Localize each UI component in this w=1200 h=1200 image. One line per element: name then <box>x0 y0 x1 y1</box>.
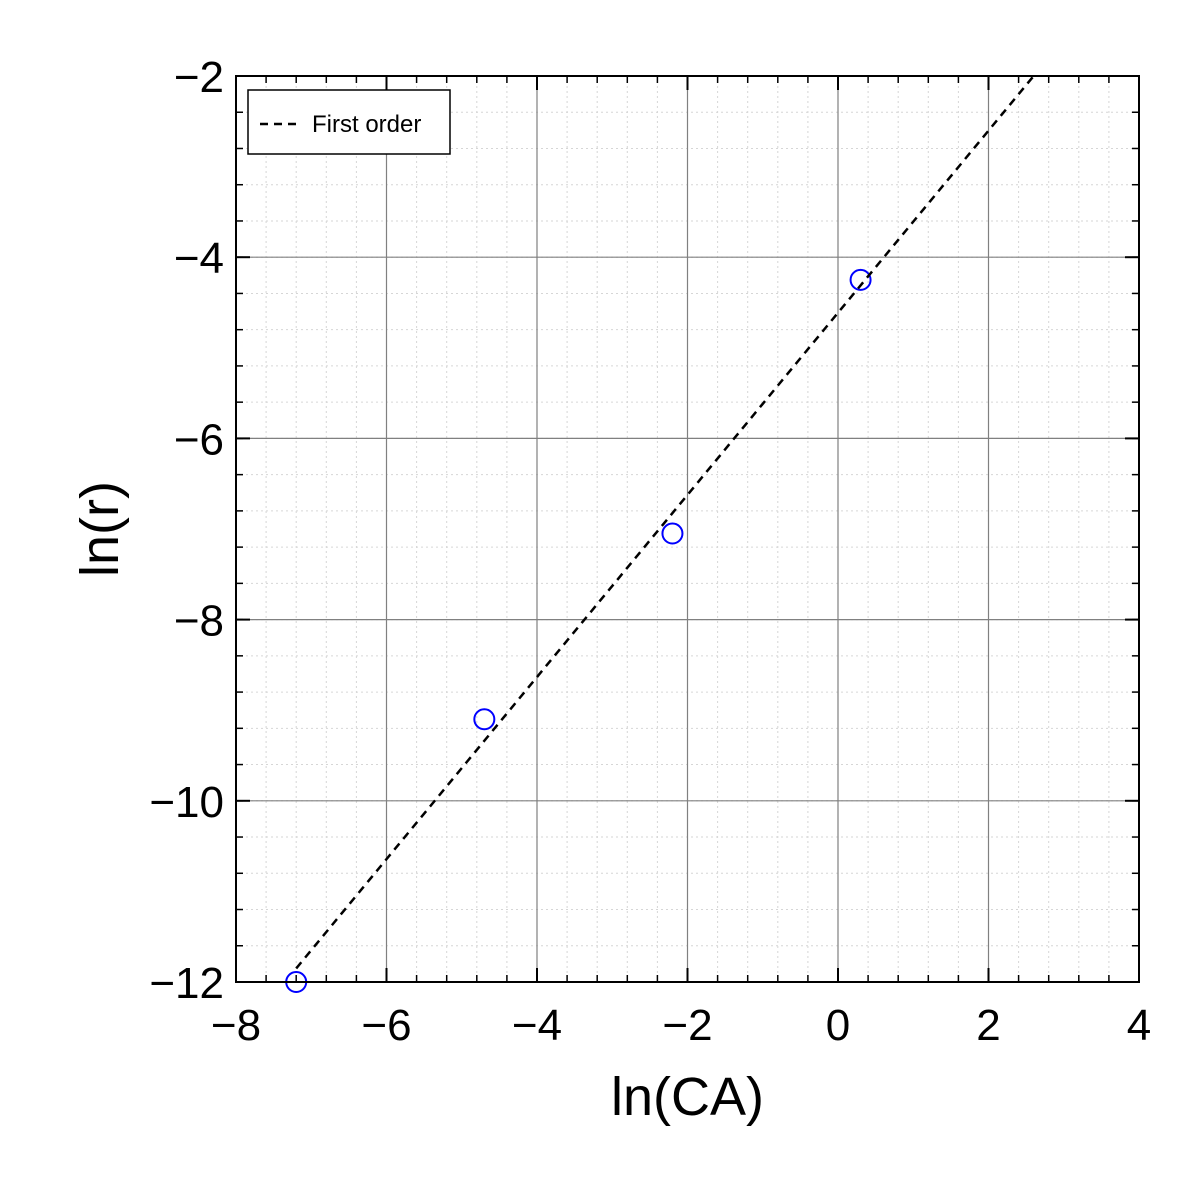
y-tick-label: −6 <box>174 415 224 464</box>
y-tick-label: −4 <box>174 234 224 283</box>
x-tick-label: −4 <box>512 1001 562 1050</box>
tick-labels: −8 −6 −4 −2 0 2 4 −12 −10 −8 −6 −4 −2 <box>149 53 1151 1050</box>
data-point <box>661 522 684 545</box>
x-axis-label: ln(CA) <box>611 1067 764 1127</box>
y-axis-label: ln(r) <box>70 481 130 577</box>
data-point <box>849 268 872 291</box>
axis-ticks <box>235 75 1140 983</box>
x-tick-label: −8 <box>211 1001 261 1050</box>
legend: First order <box>247 89 451 155</box>
y-tick-label: −12 <box>149 959 224 1008</box>
x-tick-label: 0 <box>826 1001 850 1050</box>
x-tick-label: −6 <box>361 1001 411 1050</box>
legend-box <box>247 89 451 155</box>
legend-label-first-order: First order <box>312 111 421 138</box>
y-tick-label: −2 <box>174 53 224 102</box>
data-point <box>473 708 496 731</box>
y-tick-label: −10 <box>149 778 224 827</box>
x-tick-label: 4 <box>1127 1001 1151 1050</box>
x-tick-label: 2 <box>976 1001 1000 1050</box>
x-tick-label: −2 <box>662 1001 712 1050</box>
y-tick-label: −8 <box>174 597 224 646</box>
fit-line-first-order <box>295 75 1035 970</box>
